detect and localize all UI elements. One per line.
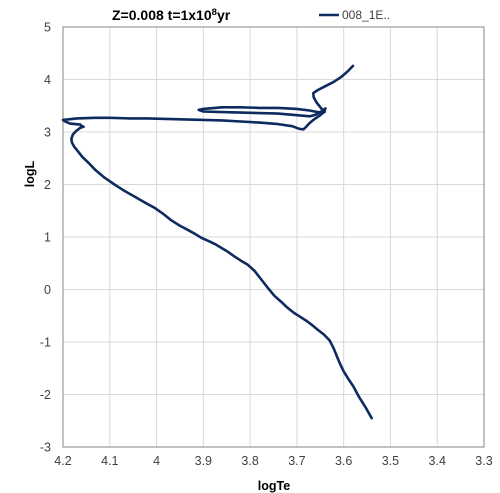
y-tick-label: -2 — [40, 388, 51, 402]
x-tick-label: 3.9 — [195, 454, 212, 468]
y-tick-labels: -3 -2 -1 0 1 2 3 4 5 — [40, 21, 51, 455]
y-tick-label: -1 — [40, 336, 51, 350]
y-tick-label: 0 — [44, 283, 51, 297]
x-tick-label: 4.2 — [54, 454, 71, 468]
y-tick-label: 3 — [44, 126, 51, 140]
x-tick-labels: 4.2 4.1 4 3.9 3.8 3.7 3.6 3.5 3.4 3.3 — [54, 454, 492, 468]
series-line-008-1e — [61, 64, 373, 420]
x-tick-label: 3.6 — [335, 454, 352, 468]
y-axis-title: logL — [23, 160, 37, 187]
x-tick-label: 4 — [153, 454, 160, 468]
chart-title-superscript: 8 — [212, 7, 217, 18]
y-tick-label: 4 — [44, 73, 51, 87]
plot-area-border — [62, 26, 485, 448]
x-tick-label: 3.3 — [475, 454, 492, 468]
horizontal-gridlines — [63, 26, 484, 448]
x-axis-title: logTe — [258, 479, 290, 493]
y-tick-label: -3 — [40, 441, 51, 455]
x-tick-label: 3.4 — [429, 454, 446, 468]
x-tick-label: 3.7 — [288, 454, 305, 468]
y-tick-label: 5 — [44, 21, 51, 35]
x-tick-label: 3.8 — [241, 454, 258, 468]
x-tick-label: 4.1 — [101, 454, 118, 468]
chart-title-main: Z=0.008 t=1x10 — [112, 7, 212, 23]
chart-title-tail: yr — [217, 7, 231, 23]
legend-label: 008_1E.. — [342, 8, 390, 22]
chart-title: Z=0.008 t=1x108yr — [112, 7, 231, 23]
y-tick-label: 2 — [44, 178, 51, 192]
y-tick-label: 1 — [44, 231, 51, 245]
x-tick-label: 3.5 — [382, 454, 399, 468]
